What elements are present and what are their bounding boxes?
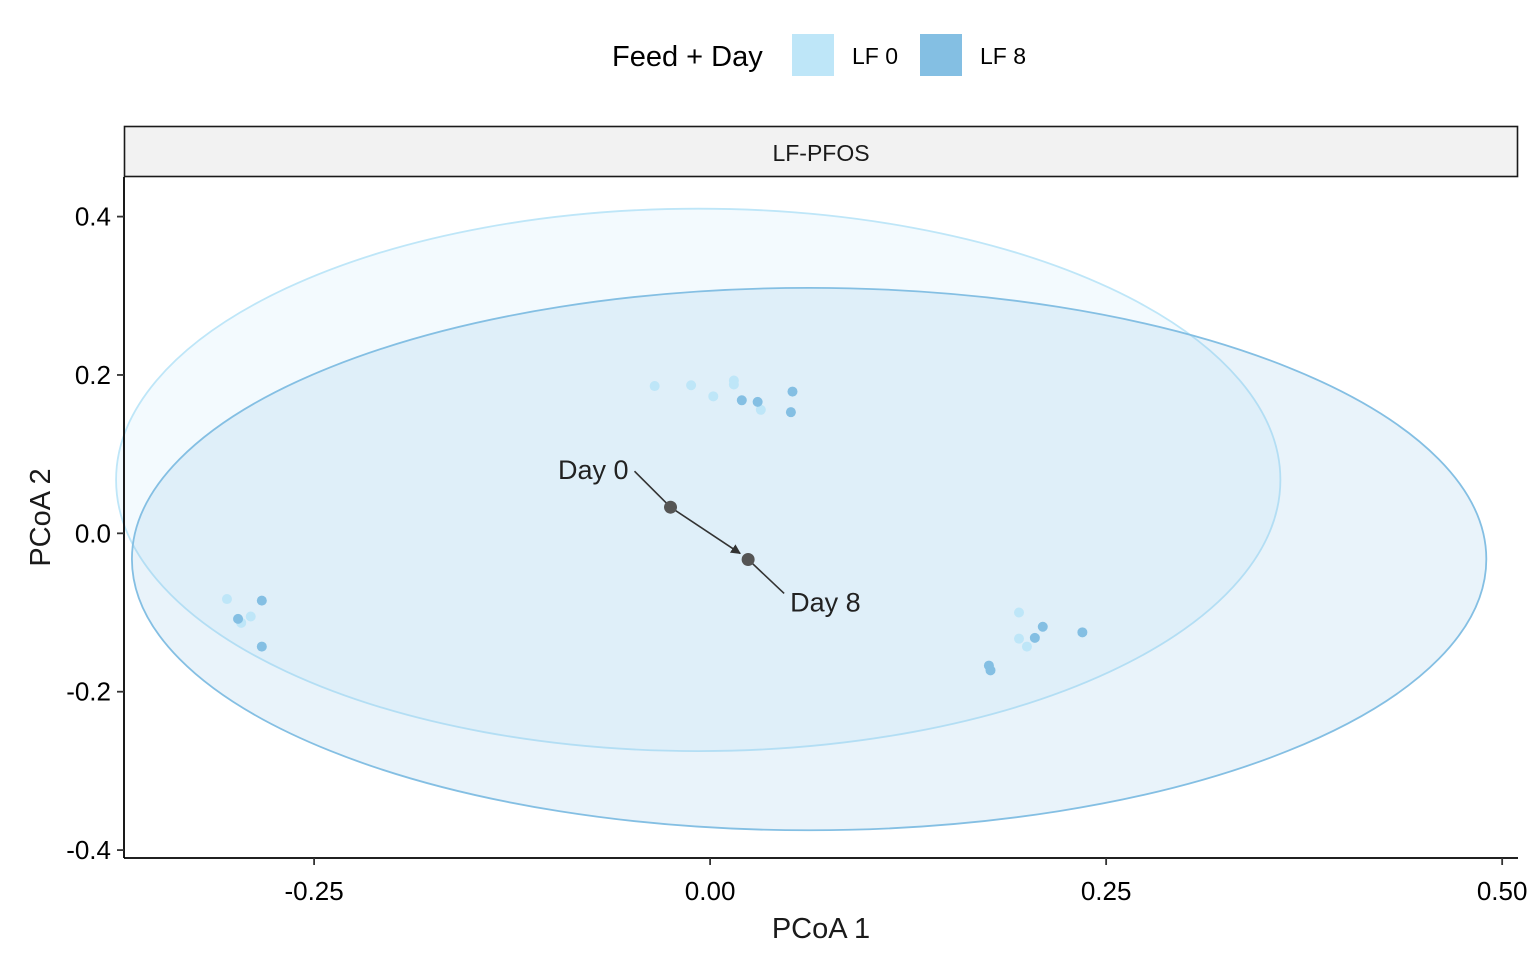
data-point-lf8 bbox=[256, 595, 267, 606]
data-point-lf8 bbox=[1029, 632, 1040, 643]
y-tick-label: 0.0 bbox=[75, 518, 111, 548]
data-point-lf0 bbox=[1021, 641, 1032, 652]
x-tick-label: -0.25 bbox=[284, 876, 343, 906]
data-point-lf8 bbox=[1077, 627, 1088, 638]
legend-label-lf8: LF 8 bbox=[980, 43, 1026, 69]
legend-key-lf8 bbox=[920, 34, 962, 76]
y-tick-label: 0.4 bbox=[75, 202, 111, 232]
label-day-8: Day 8 bbox=[790, 587, 861, 617]
leader-line-day-8 bbox=[747, 558, 785, 595]
trajectory-arrow bbox=[670, 506, 741, 555]
data-point-lf0 bbox=[708, 391, 719, 402]
legend-label-lf0: LF 0 bbox=[852, 43, 898, 69]
facet-strip: LF-PFOS bbox=[123, 125, 1519, 178]
centroid-layer: Day 0 Day 8 bbox=[558, 455, 861, 617]
data-point-lf8 bbox=[787, 386, 798, 397]
data-point-lf0 bbox=[649, 381, 660, 392]
legend: Feed + Day LF 0 LF 8 bbox=[612, 34, 1026, 76]
ellipse-lf0 bbox=[115, 207, 1282, 752]
data-point-lf8 bbox=[256, 641, 267, 652]
data-point-lf0 bbox=[1014, 607, 1025, 618]
axes: -0.25 0.00 0.25 0.50 -0.4 -0.2 0.0 0.2 0.4 bbox=[66, 177, 1527, 906]
y-tick-label: 0.2 bbox=[75, 360, 111, 390]
data-point-lf8 bbox=[985, 665, 996, 676]
leader-line-day-0 bbox=[633, 470, 672, 508]
data-point-lf8 bbox=[736, 395, 747, 406]
data-point-lf0 bbox=[245, 611, 256, 622]
ellipse-layer bbox=[115, 207, 1488, 832]
x-tick-label: 0.50 bbox=[1477, 876, 1528, 906]
data-point-lf0 bbox=[755, 404, 766, 415]
x-tick-label: 0.25 bbox=[1081, 876, 1132, 906]
x-tick-label: 0.00 bbox=[685, 876, 736, 906]
y-tick-label: -0.2 bbox=[66, 677, 111, 707]
data-point-lf0 bbox=[728, 379, 739, 390]
legend-title: Feed + Day bbox=[612, 41, 763, 73]
data-point-lf8 bbox=[233, 613, 244, 624]
point-layer bbox=[221, 375, 1088, 676]
legend-key-lf0 bbox=[792, 34, 834, 76]
y-tick-label: -0.4 bbox=[66, 835, 111, 865]
data-point-lf0 bbox=[221, 594, 232, 605]
data-point-lf8 bbox=[752, 396, 763, 407]
data-point-lf0 bbox=[686, 380, 697, 391]
y-axis-title: PCoA 2 bbox=[25, 468, 57, 566]
centroid-day-0 bbox=[664, 500, 678, 514]
data-point-lf0 bbox=[1014, 633, 1025, 644]
facet-strip-box bbox=[123, 125, 1519, 178]
x-axis-title: PCoA 1 bbox=[772, 913, 870, 945]
label-day-0: Day 0 bbox=[558, 455, 629, 485]
data-point-lf8 bbox=[1037, 621, 1048, 632]
data-point-lf8 bbox=[785, 407, 796, 418]
ellipse-lf8 bbox=[131, 286, 1488, 832]
facet-strip-label: LF-PFOS bbox=[772, 140, 869, 166]
centroid-day-8 bbox=[741, 552, 755, 566]
